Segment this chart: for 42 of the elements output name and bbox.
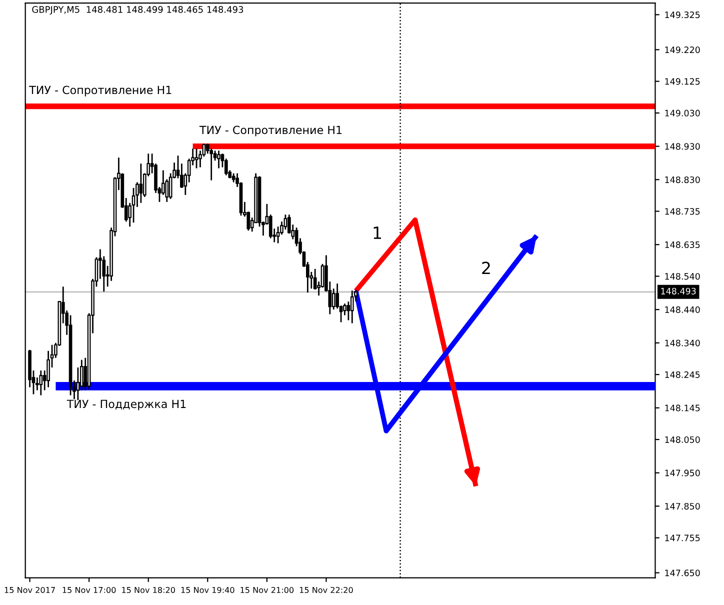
- y-tick-label: 147.755: [665, 534, 700, 542]
- y-tick-label: 148.635: [665, 241, 700, 248]
- ref-line-label: 148.493: [661, 288, 696, 294]
- y-tick-label: 149.325: [665, 12, 700, 18]
- annotation: ТИУ - Сопротивление Н1: [199, 126, 342, 136]
- x-tick-label: 15 Nov 2017: [4, 586, 55, 594]
- x-tick-label: 15 Nov 21:00: [240, 586, 294, 594]
- y-tick-label: 147.850: [665, 502, 700, 510]
- y-tick-label: 148.735: [665, 208, 700, 215]
- y-tick-label: 147.950: [665, 470, 700, 476]
- y-tick-label: 148.440: [665, 306, 700, 314]
- chart-title: GBPJPY,M5 148.481 148.499 148.465 148.493: [32, 6, 244, 15]
- y-tick-label: 148.540: [665, 273, 700, 280]
- annotation: 1: [374, 226, 381, 239]
- y-tick-label: 148.050: [665, 436, 700, 443]
- annotation: 2: [482, 262, 490, 274]
- candlestick: [39, 370, 43, 396]
- candlestick: [224, 158, 228, 176]
- y-tick-label: 148.340: [665, 340, 700, 346]
- ref-line-label: ТИУ - Сопротивление Н1: [29, 86, 172, 96]
- y-tick-label: 148.245: [665, 371, 700, 378]
- y-tick-label: 148.830: [665, 176, 700, 184]
- candlestick: [139, 162, 143, 204]
- x-tick-label: 15 Nov 19:40: [181, 586, 234, 594]
- candlestick: [346, 300, 350, 321]
- x-tick-label: 15 Nov 17:00: [62, 586, 116, 594]
- y-tick-label: 147.650: [665, 570, 700, 576]
- candlestick: [332, 288, 336, 310]
- candlestick: [210, 148, 214, 181]
- y-tick-label: 149.030: [665, 110, 700, 116]
- y-tick-label: 149.220: [665, 46, 700, 54]
- y-tick-label: 148.145: [665, 404, 700, 412]
- candlestick: [284, 214, 288, 230]
- y-tick-label: 149.125: [665, 78, 700, 85]
- candlestick: [194, 148, 198, 169]
- candlestick: [276, 226, 280, 244]
- x-tick-label: 15 Nov 18:20: [122, 586, 175, 594]
- y-tick-label: 148.930: [665, 143, 700, 150]
- annotation: ТИУ - Поддержка Н1: [66, 400, 186, 410]
- candlestick: [350, 290, 354, 324]
- x-tick-label: 15 Nov 22:20: [300, 586, 353, 594]
- candlestick: [217, 150, 220, 169]
